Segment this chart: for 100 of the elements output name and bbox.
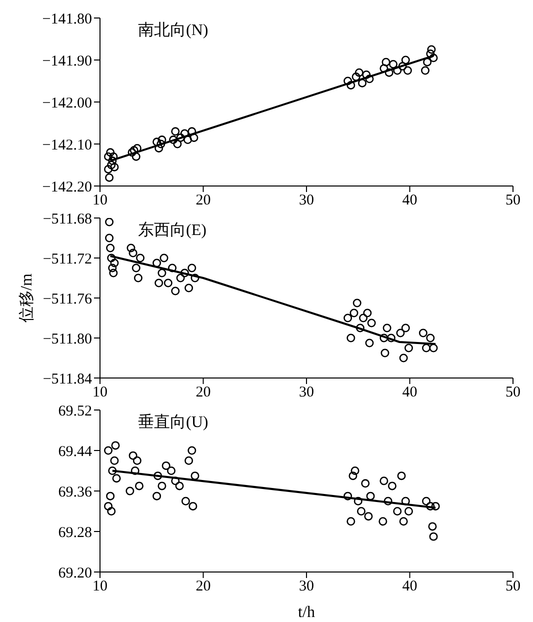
point bbox=[111, 441, 120, 450]
point bbox=[404, 344, 413, 352]
point bbox=[382, 58, 390, 66]
point bbox=[401, 324, 410, 332]
point bbox=[152, 138, 162, 146]
point bbox=[190, 274, 200, 282]
point bbox=[354, 496, 362, 506]
point bbox=[132, 264, 140, 272]
point bbox=[396, 328, 405, 338]
point bbox=[344, 314, 352, 322]
point bbox=[361, 479, 370, 488]
point bbox=[190, 472, 200, 480]
point bbox=[366, 492, 375, 500]
y-tick-label: −511.84 bbox=[42, 371, 92, 388]
point bbox=[110, 258, 119, 268]
point bbox=[176, 274, 185, 282]
point bbox=[152, 258, 162, 268]
point bbox=[169, 136, 178, 144]
point bbox=[380, 334, 388, 342]
x-tick-label: 20 bbox=[196, 384, 211, 401]
point bbox=[401, 56, 410, 64]
point bbox=[426, 49, 435, 58]
point bbox=[393, 66, 402, 75]
point bbox=[404, 507, 413, 516]
point bbox=[356, 324, 364, 332]
point bbox=[398, 62, 407, 71]
point bbox=[180, 129, 189, 138]
point bbox=[106, 244, 115, 252]
point bbox=[128, 148, 136, 157]
x-tick-label: 40 bbox=[402, 192, 418, 209]
point bbox=[158, 482, 166, 490]
y-tick-label: 69.28 bbox=[58, 524, 92, 541]
point bbox=[132, 456, 142, 465]
point bbox=[134, 482, 144, 490]
chart-title: 南北向(N) bbox=[138, 20, 208, 41]
point bbox=[348, 472, 358, 480]
point bbox=[429, 532, 438, 541]
point bbox=[378, 517, 388, 526]
point bbox=[188, 127, 196, 136]
point bbox=[106, 492, 115, 500]
point bbox=[108, 156, 117, 166]
point bbox=[423, 58, 432, 66]
point bbox=[382, 324, 392, 332]
point bbox=[397, 472, 406, 480]
point bbox=[184, 136, 192, 144]
point bbox=[109, 152, 118, 161]
y-tick-label: −142.10 bbox=[42, 137, 92, 154]
point bbox=[110, 456, 119, 465]
point bbox=[359, 314, 368, 322]
point bbox=[105, 218, 114, 226]
y-tick-label: 69.44 bbox=[58, 444, 92, 460]
point bbox=[188, 264, 196, 272]
y-tick-label: −511.68 bbox=[42, 211, 92, 228]
x-tick-label: 50 bbox=[506, 384, 520, 401]
point bbox=[110, 162, 119, 172]
point bbox=[171, 127, 180, 136]
point bbox=[344, 76, 352, 86]
point bbox=[422, 344, 431, 352]
point bbox=[354, 68, 364, 77]
point bbox=[154, 144, 164, 152]
point bbox=[156, 140, 166, 148]
point bbox=[128, 248, 138, 258]
point bbox=[380, 348, 390, 358]
point bbox=[384, 68, 394, 77]
point bbox=[109, 268, 118, 278]
point bbox=[104, 152, 113, 161]
y-tick-label: 69.20 bbox=[58, 565, 92, 582]
x-axis-title: t/h bbox=[298, 604, 315, 621]
point bbox=[384, 496, 392, 506]
point bbox=[352, 72, 360, 82]
point bbox=[154, 278, 164, 288]
point bbox=[107, 160, 116, 170]
point bbox=[365, 74, 374, 84]
point bbox=[350, 466, 360, 475]
y-tick-label: 69.36 bbox=[58, 484, 92, 500]
point bbox=[158, 268, 166, 278]
point bbox=[429, 54, 438, 62]
point bbox=[130, 146, 138, 155]
point bbox=[346, 80, 356, 90]
y-tick-label: −511.72 bbox=[42, 251, 92, 268]
point bbox=[358, 78, 367, 88]
point bbox=[180, 268, 189, 278]
point bbox=[105, 173, 114, 182]
point bbox=[399, 517, 408, 526]
point bbox=[171, 286, 180, 296]
point bbox=[184, 456, 194, 465]
x-tick-label: 20 bbox=[196, 192, 211, 209]
x-tick-label: 50 bbox=[506, 192, 520, 209]
point bbox=[426, 334, 435, 342]
point bbox=[188, 446, 196, 455]
point bbox=[364, 512, 373, 521]
point bbox=[132, 152, 140, 161]
point bbox=[126, 486, 134, 496]
y-tick-label: 69.52 bbox=[58, 403, 92, 420]
x-tick-label: 50 bbox=[506, 578, 520, 595]
point bbox=[181, 496, 190, 506]
point bbox=[346, 334, 356, 342]
point bbox=[168, 264, 177, 272]
point bbox=[188, 502, 198, 510]
point bbox=[158, 136, 166, 144]
